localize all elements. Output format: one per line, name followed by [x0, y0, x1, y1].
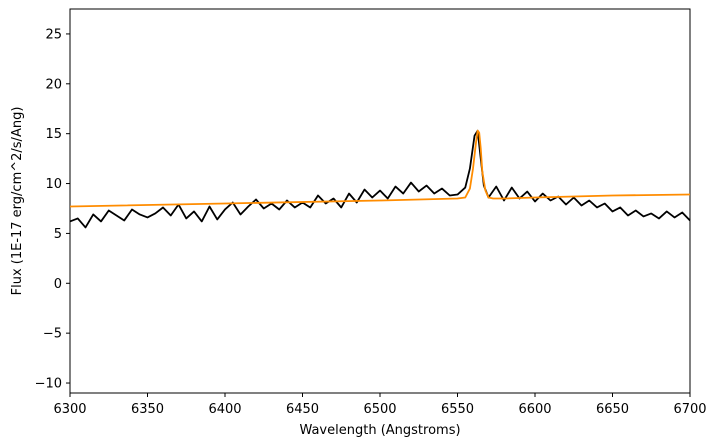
- x-tick-label: 6650: [596, 402, 629, 417]
- series-line-2: [69, 129, 691, 208]
- x-tick-label: 6600: [518, 402, 551, 417]
- y-axis-label: Flux (1E-17 erg/cm^2/s/Ang): [10, 107, 25, 296]
- x-axis-label: Wavelength (Angstroms): [299, 423, 460, 438]
- y-tick-label: 25: [45, 27, 62, 42]
- series-line-1: [69, 129, 691, 229]
- x-tick-label: 6350: [131, 402, 164, 417]
- y-tick-label: 0: [54, 277, 62, 292]
- series-layer: [69, 129, 691, 229]
- y-tick-label: 5: [54, 227, 62, 242]
- y-tick-label: 20: [45, 77, 62, 92]
- plot-area: [69, 8, 691, 394]
- y-tick-label: −10: [35, 377, 62, 392]
- y-axis: −10 −5 0 5 10 15 20 25: [35, 27, 70, 392]
- x-tick-label: 6500: [363, 402, 396, 417]
- x-axis: 6300 6350 6400 6450 6500 6550 6600 6650 6700: [53, 393, 707, 417]
- y-tick-label: 10: [45, 177, 62, 192]
- x-tick-label: 6450: [286, 402, 319, 417]
- x-tick-label: 6550: [441, 402, 474, 417]
- y-tick-label: −5: [43, 327, 62, 342]
- x-tick-label: 6400: [208, 402, 241, 417]
- x-tick-label: 6300: [53, 402, 86, 417]
- y-tick-label: 15: [45, 127, 62, 142]
- x-tick-label: 6700: [673, 402, 706, 417]
